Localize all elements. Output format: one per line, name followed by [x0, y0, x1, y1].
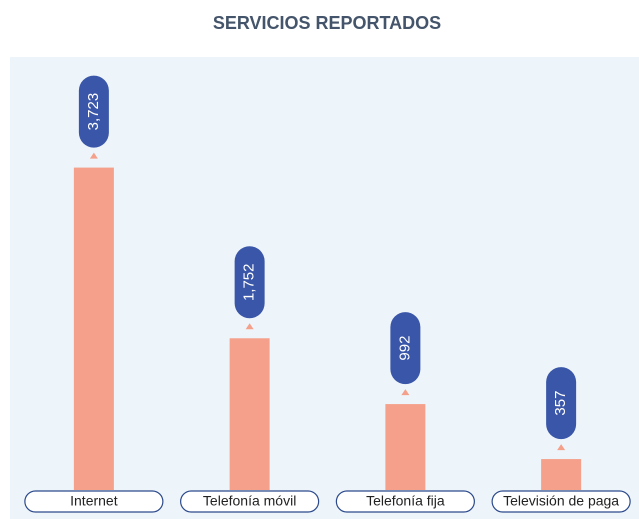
category-pill: [24, 490, 164, 513]
x-tick-label: Televisión de paga: [503, 493, 619, 509]
plot-area: [10, 57, 639, 519]
category-pill: [491, 490, 631, 513]
value-label: 3,723: [85, 93, 102, 131]
category-pill: [180, 490, 320, 513]
bar: [385, 404, 426, 490]
value-label-pill: [390, 312, 421, 385]
value-label: 992: [396, 336, 413, 361]
x-tick-label: Telefonía móvil: [203, 493, 296, 509]
value-label-pill: [546, 367, 577, 440]
bar: [229, 338, 270, 490]
chart-title: SERVICIOS REPORTADOS: [213, 13, 441, 33]
x-tick-label: Internet: [70, 493, 118, 509]
x-tick-label: Telefonía fija: [366, 493, 445, 509]
label-pointer: [245, 323, 254, 330]
label-pointer: [557, 444, 566, 451]
value-label-pill: [234, 246, 265, 319]
label-pointer: [89, 152, 98, 159]
value-label: 1,752: [241, 264, 258, 302]
label-pointer: [401, 389, 410, 396]
value-label-pill: [78, 75, 109, 148]
value-label: 357: [552, 391, 569, 416]
bar: [73, 167, 114, 490]
bar: [541, 459, 582, 490]
category-pill: [335, 490, 475, 513]
